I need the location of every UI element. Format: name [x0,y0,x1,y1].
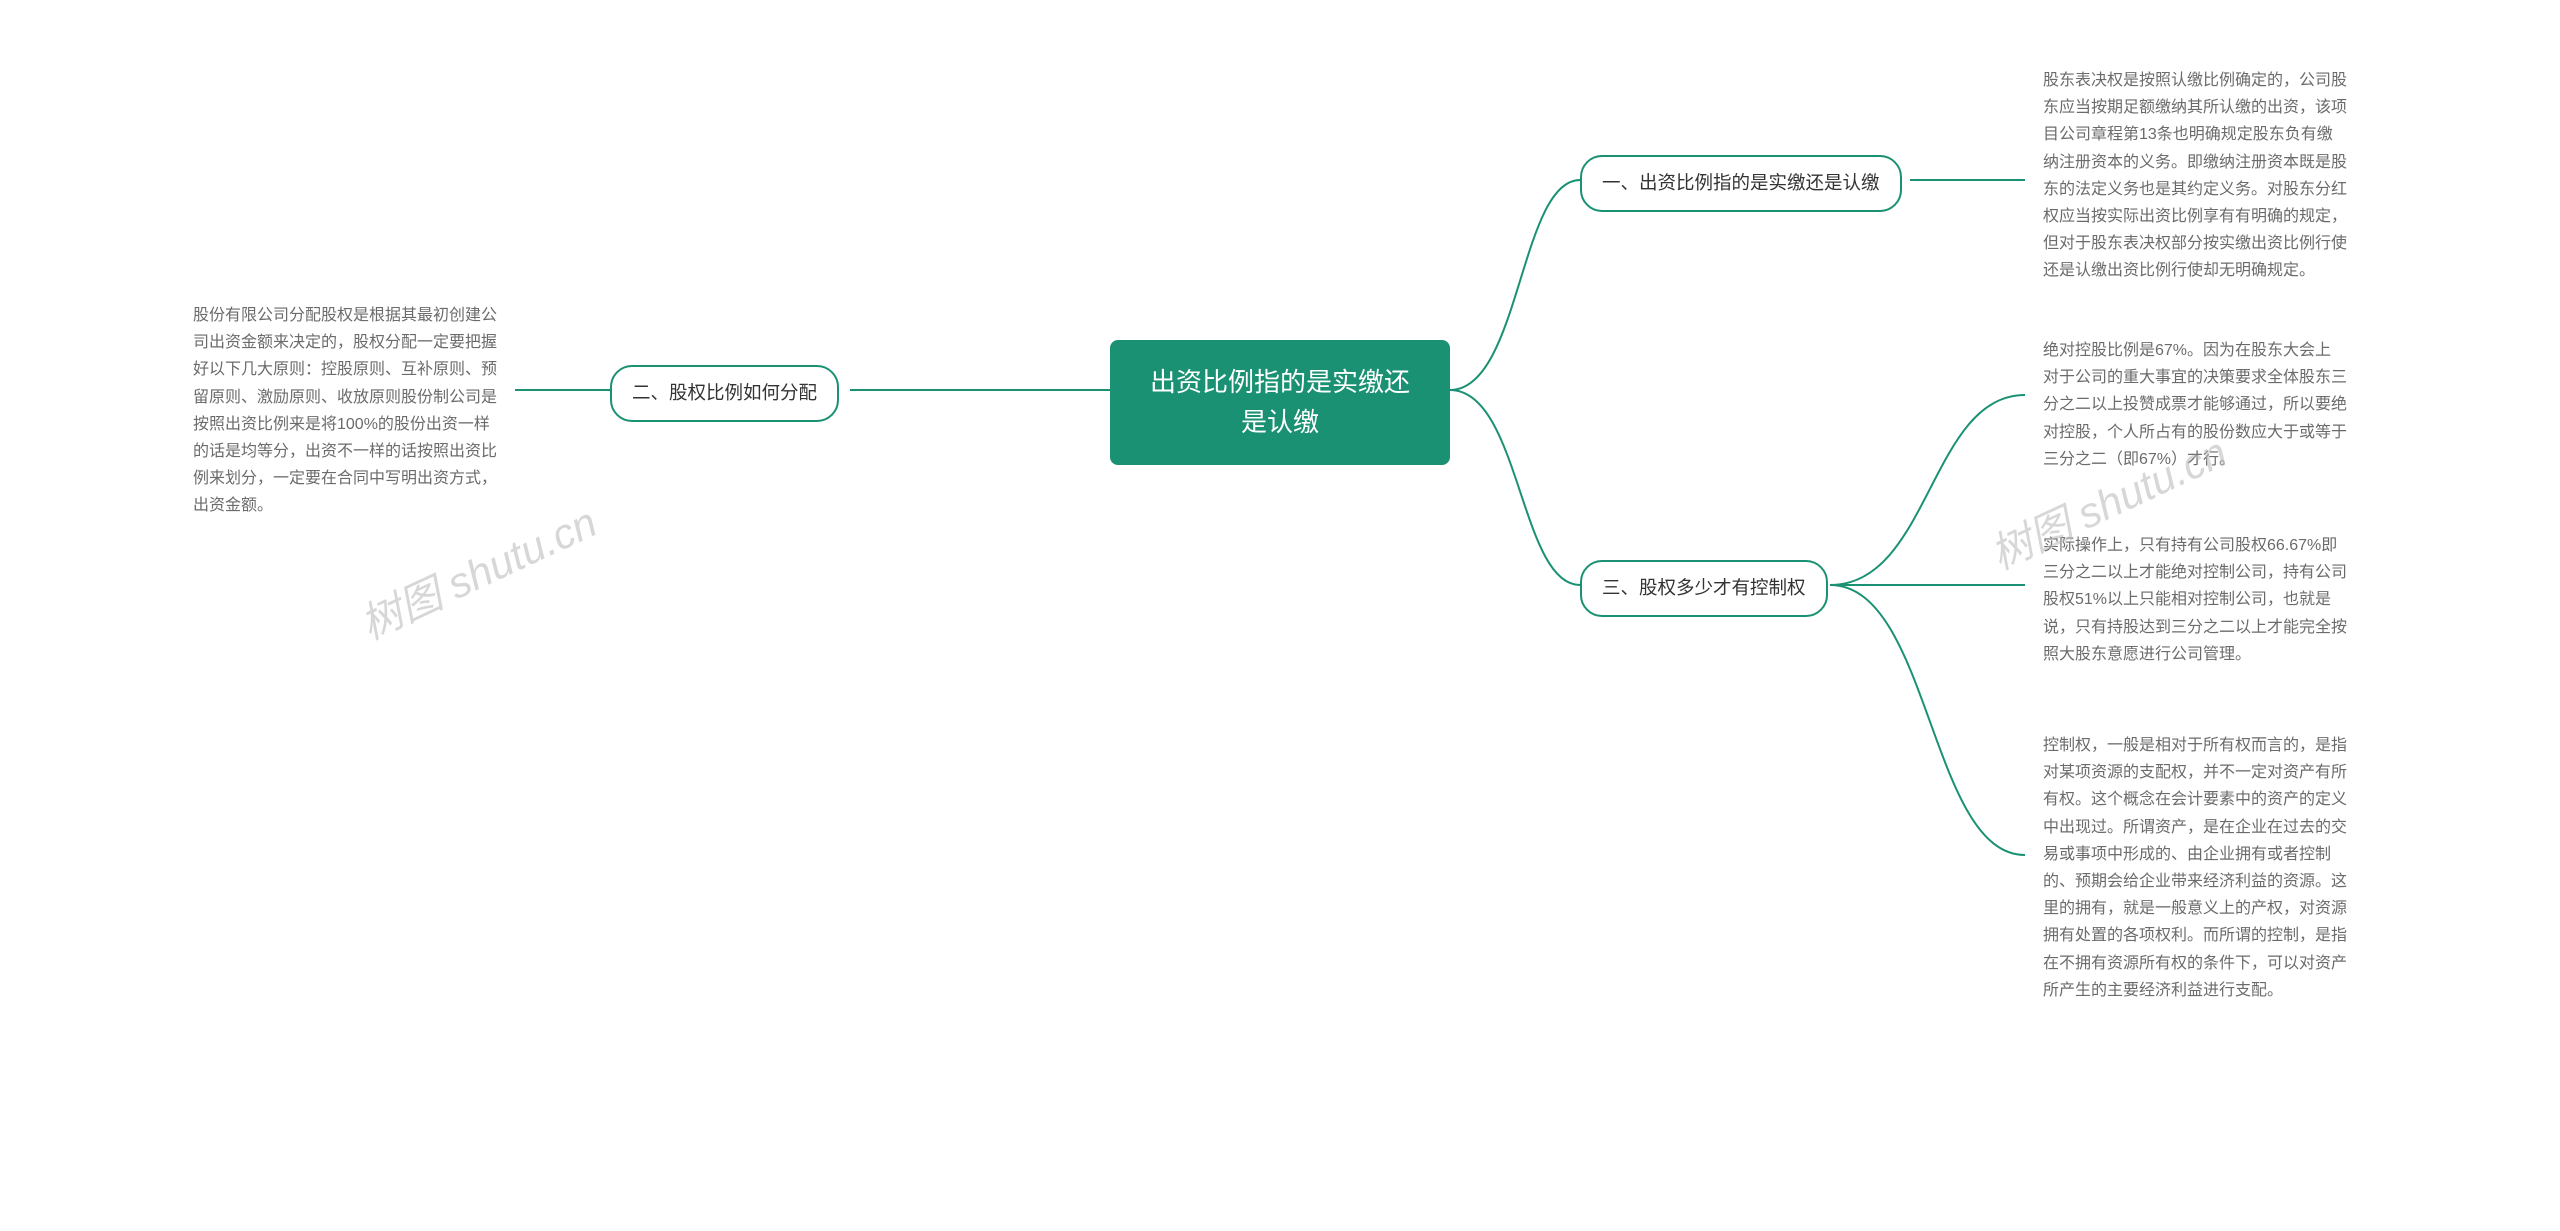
branch-paid-vs-subscribed[interactable]: 一、出资比例指的是实缴还是认缴 [1580,155,1902,212]
leaf-control-concept: 控制权，一般是相对于所有权而言的，是指对某项资源的支配权，并不一定对资产有所有权… [2025,720,2365,1016]
leaf-paid-vs-subscribed-desc: 股东表决权是按照认缴比例确定的，公司股东应当按期足额缴纳其所认缴的出资，该项目公… [2025,55,2365,297]
mindmap-canvas: 出资比例指的是实缴还是认缴 二、股权比例如何分配 股份有限公司分配股权是根据其最… [0,0,2560,1231]
branch-equity-allocation[interactable]: 二、股权比例如何分配 [610,365,839,422]
leaf-control-67pct: 绝对控股比例是67%。因为在股东大会上对于公司的重大事宜的决策要求全体股东三分之… [2025,325,2365,485]
leaf-control-practical: 实际操作上，只有持有公司股权66.67%即三分之二以上才能绝对控制公司，持有公司… [2025,520,2365,680]
branch-control-rights[interactable]: 三、股权多少才有控制权 [1580,560,1828,617]
leaf-equity-allocation-desc: 股份有限公司分配股权是根据其最初创建公司出资金额来决定的，股权分配一定要把握好以… [175,290,515,532]
root-node[interactable]: 出资比例指的是实缴还是认缴 [1110,340,1450,465]
